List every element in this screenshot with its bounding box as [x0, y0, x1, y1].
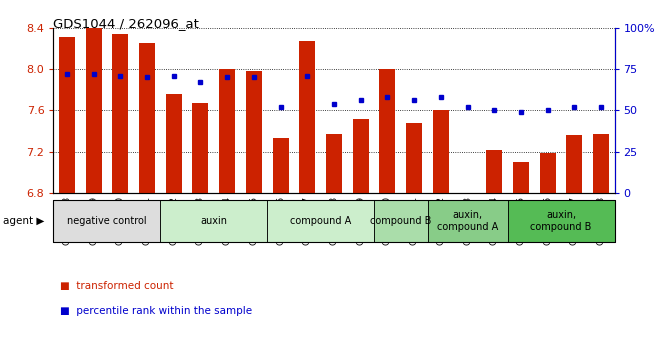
Text: auxin,
compound A: auxin, compound A — [437, 210, 498, 231]
Text: compound B: compound B — [370, 216, 432, 226]
Bar — [353, 119, 369, 193]
Text: auxin,
compound B: auxin, compound B — [530, 210, 592, 231]
Text: agent ▶: agent ▶ — [3, 216, 45, 226]
Bar — [86, 28, 102, 193]
Bar — [299, 41, 315, 193]
Bar — [166, 94, 182, 193]
Bar — [433, 110, 449, 193]
Bar — [246, 71, 262, 193]
Bar — [566, 135, 582, 193]
Bar — [406, 123, 422, 193]
Text: GDS1044 / 262096_at: GDS1044 / 262096_at — [53, 17, 199, 30]
Bar — [219, 69, 235, 193]
Text: auxin: auxin — [200, 216, 227, 226]
Bar — [59, 37, 75, 193]
Bar — [379, 69, 395, 193]
Text: ■  percentile rank within the sample: ■ percentile rank within the sample — [60, 306, 253, 315]
Text: ■  transformed count: ■ transformed count — [60, 282, 174, 291]
Bar — [112, 34, 128, 193]
Bar — [326, 134, 342, 193]
Text: negative control: negative control — [67, 216, 147, 226]
Bar — [540, 153, 556, 193]
Bar — [139, 43, 155, 193]
Bar — [273, 138, 289, 193]
Bar — [192, 103, 208, 193]
Bar — [593, 134, 609, 193]
Text: compound A: compound A — [290, 216, 351, 226]
Bar — [486, 150, 502, 193]
Bar — [513, 162, 529, 193]
